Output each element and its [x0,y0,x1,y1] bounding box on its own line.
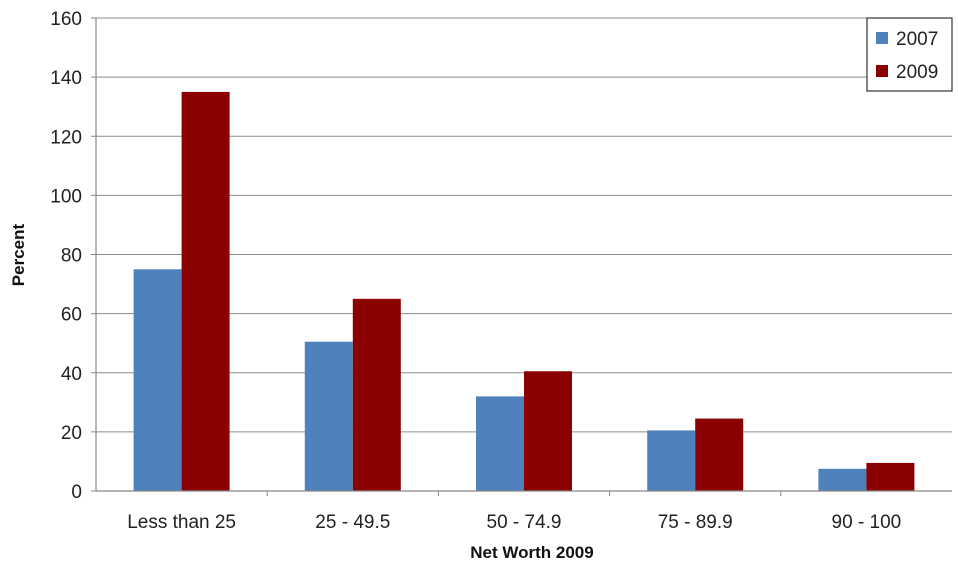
bar-2009-4 [866,462,915,491]
y-tick-label: 160 [50,9,82,30]
y-tick-label: 100 [50,186,82,207]
legend-swatch-2009 [876,65,888,77]
legend-label-2007: 2007 [896,29,938,50]
x-tick-label: Less than 25 [127,512,236,533]
y-tick-label: 140 [50,68,82,89]
bar-2009-2 [524,371,572,491]
gridlines [96,17,952,433]
bars [133,91,915,491]
y-tick-label: 80 [61,246,82,267]
y-tick-label: 40 [61,364,82,385]
y-axis-title: Percent [9,223,28,286]
x-tick-label: 75 - 89.9 [658,512,733,533]
x-tick-label: 50 - 74.9 [487,512,562,533]
legend-box [866,17,953,92]
y-tick-label: 60 [61,305,82,326]
legend-swatch-2007 [876,32,888,44]
bar-2007-4 [818,468,867,491]
y-tick-label: 120 [50,127,82,148]
bar-2009-3 [695,418,744,491]
bar-2009-1 [352,298,401,491]
x-tick-label: 25 - 49.5 [315,512,390,533]
legend-label-2009: 2009 [896,62,938,83]
bar-2007-2 [476,396,524,491]
bar-2007-1 [304,341,353,491]
y-tick-label: 20 [61,423,82,444]
bar-2007-0 [133,269,182,491]
bar-2009-0 [181,91,230,491]
bar-2007-3 [647,430,696,491]
y-tick-label: 0 [71,482,82,503]
legend: 2007 2009 [866,17,953,92]
x-tick-label: 90 - 100 [832,512,902,533]
x-axis-ticks: Less than 25 25 - 49.5 50 - 74.9 75 - 89.9 9… [127,491,901,533]
x-axis-title: Net Worth 2009 [470,543,593,562]
y-axis-ticks: 0 20 40 60 80 100 120 140 160 [50,9,96,503]
